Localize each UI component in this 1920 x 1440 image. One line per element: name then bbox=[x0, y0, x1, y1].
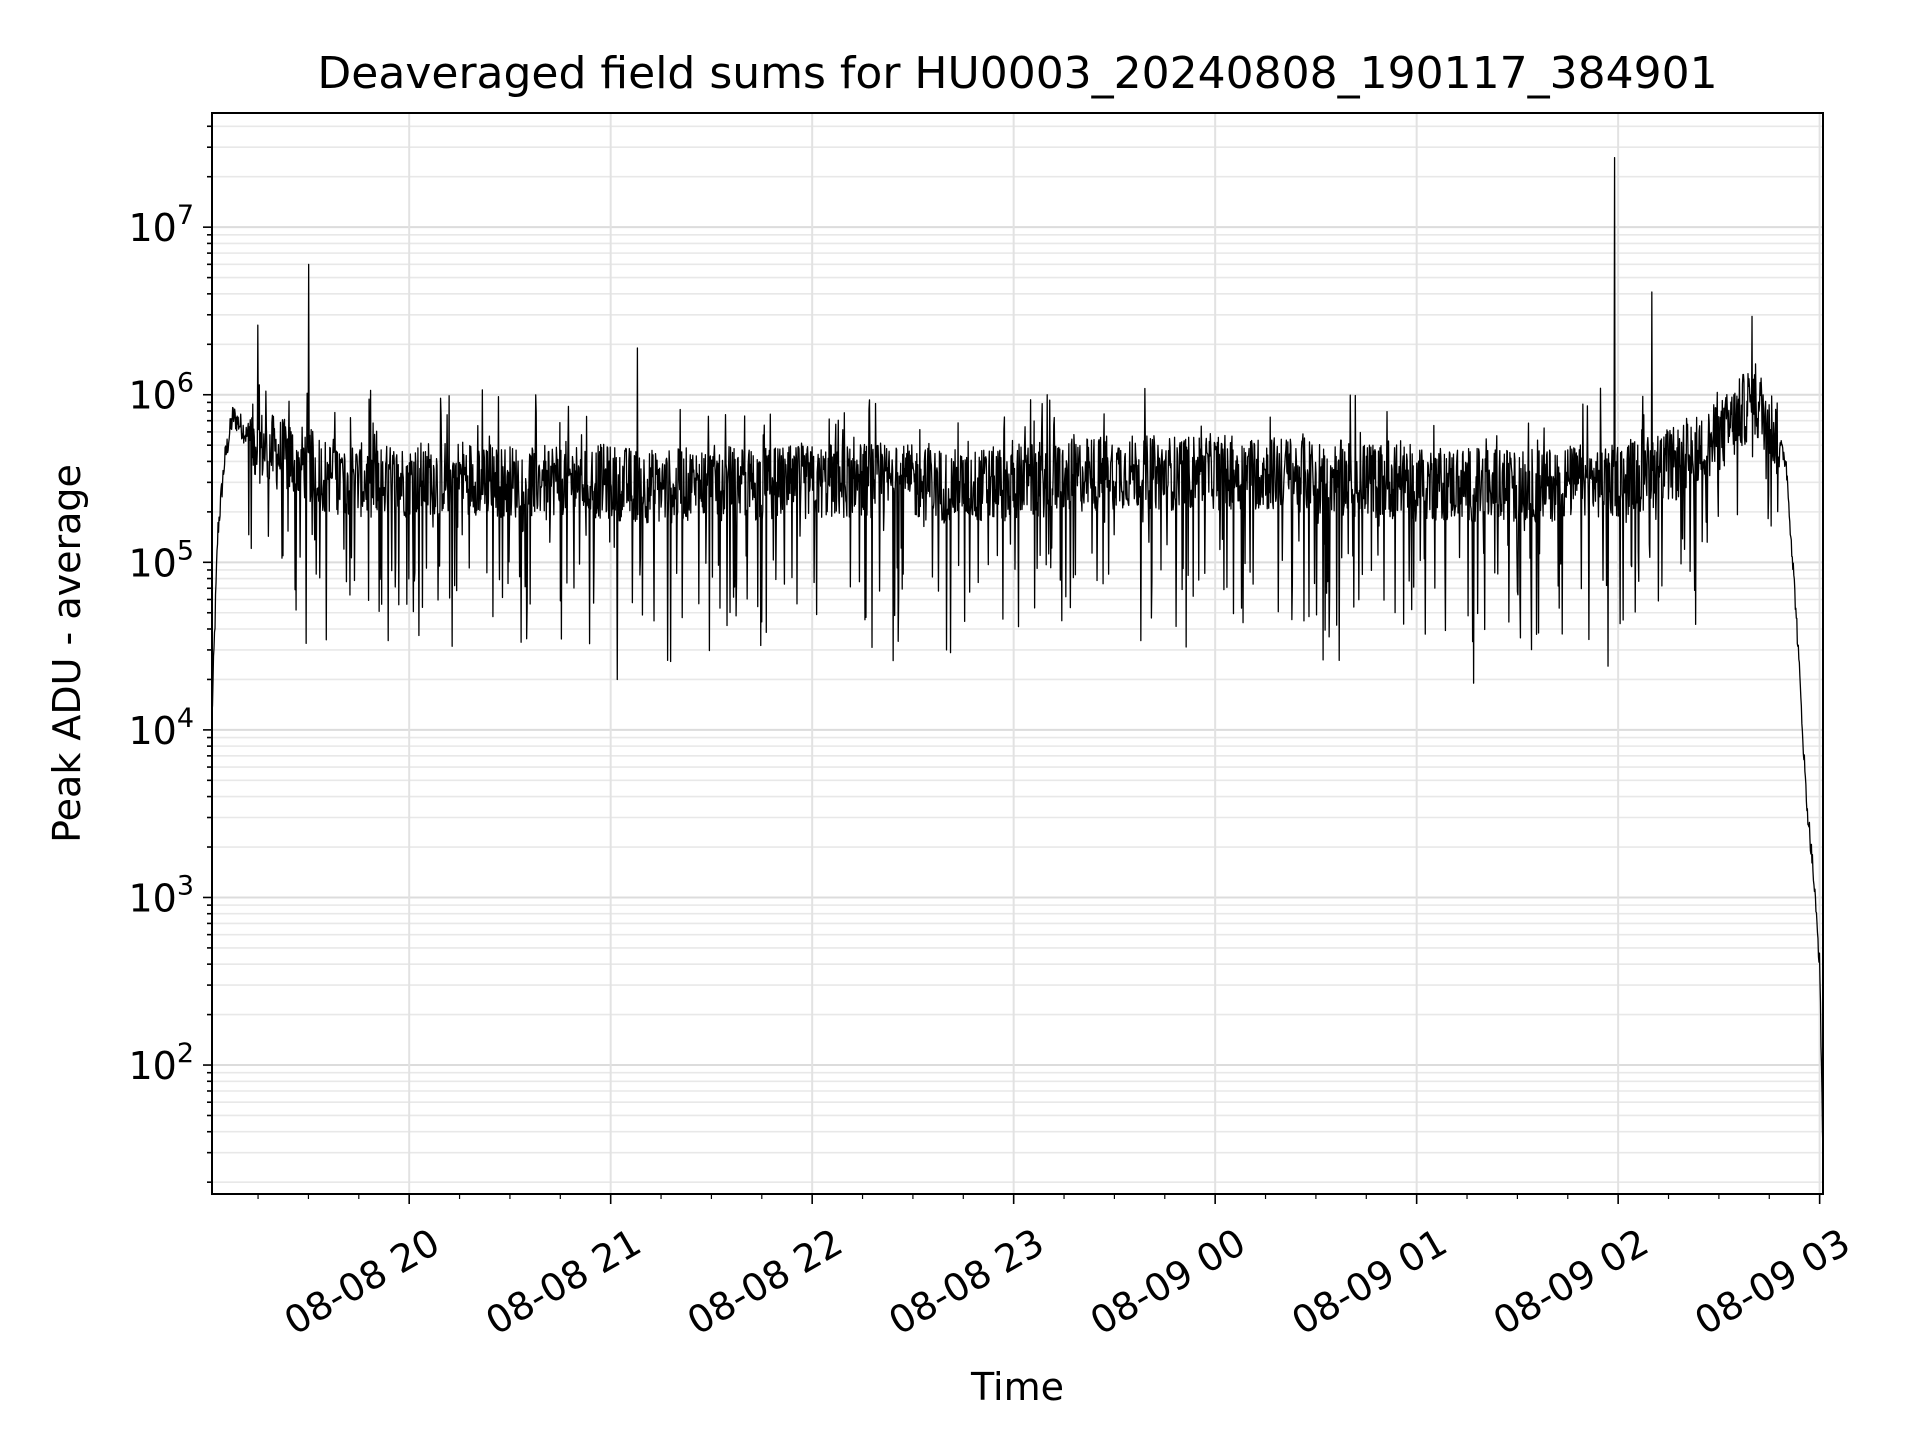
y-axis-label: Peak ADU - average bbox=[45, 464, 89, 843]
x-axis-label: Time bbox=[970, 1365, 1064, 1409]
y-tick-label: 102 bbox=[128, 1038, 194, 1088]
axes-frame bbox=[211, 112, 1824, 1195]
chart-title: Deaveraged field sums for HU0003_2024080… bbox=[317, 48, 1717, 99]
plot-area bbox=[211, 156, 1824, 1154]
y-tick-label: 106 bbox=[128, 368, 194, 418]
grid bbox=[212, 113, 1823, 1194]
series-line bbox=[211, 156, 1824, 1154]
y-tick-label: 104 bbox=[128, 703, 194, 753]
y-axis: 102 103 104 105 106 107 bbox=[128, 125, 212, 1183]
y-tick-label: 103 bbox=[128, 870, 194, 920]
y-tick-label: 105 bbox=[128, 535, 194, 585]
y-tick-label: 107 bbox=[128, 200, 194, 250]
